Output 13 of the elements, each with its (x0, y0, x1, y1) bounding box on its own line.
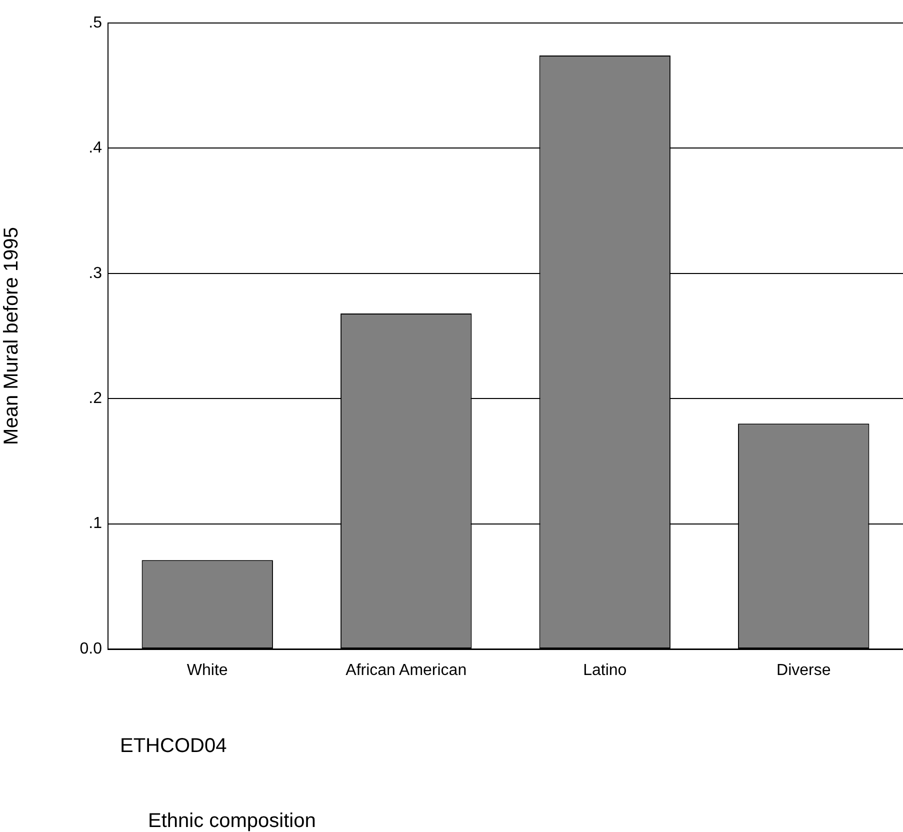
y-tick-label: .3 (88, 264, 102, 282)
x-tick-label: Latino (583, 662, 627, 680)
y-tick-label: .5 (88, 14, 102, 32)
y-tick-label: 0.0 (80, 640, 102, 658)
x-tick-label: Diverse (776, 662, 831, 680)
x-axis-title: ETHCOD04 (120, 735, 227, 758)
x-tick-label: African American (346, 662, 467, 680)
x-tick-label: White (186, 662, 228, 680)
y-tick-label: .1 (88, 515, 102, 532)
text: Ethnic composition (148, 810, 316, 832)
y-tick-label: .2 (88, 390, 102, 408)
y-tick-label: .4 (88, 140, 102, 157)
y-axis-title: Mean Mural before 1995 (0, 227, 23, 445)
